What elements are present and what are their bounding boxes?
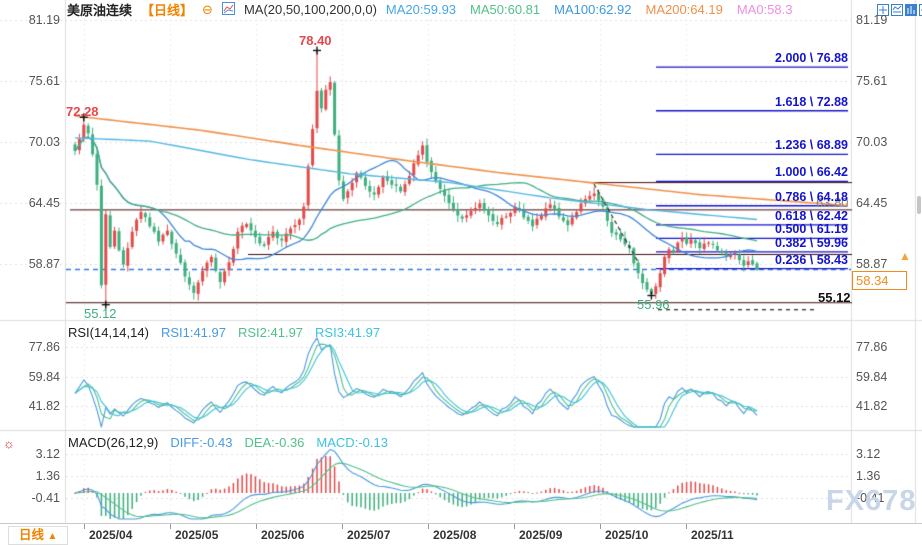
y-axis-label-left: 70.03 [28, 135, 60, 149]
period-tag: 【日线】 [141, 3, 194, 18]
rsi-header: RSI(14,14,14) RSI1:41.97 RSI2:41.97 RSI3:4… [68, 325, 380, 340]
price-up-arrow-icon: ▲ [899, 249, 911, 263]
fib-level-label: 2.000 \ 76.88 [775, 51, 848, 66]
y-axis-label-left: 77.86 [28, 340, 60, 354]
y-axis-label-left: 3.12 [35, 447, 60, 461]
last-price-badge: 58.34 [852, 271, 907, 290]
y-axis-label-left: 75.61 [28, 74, 60, 88]
y-axis-label-left: 59.84 [28, 370, 60, 384]
date-tick [170, 524, 171, 529]
indicator-readout: RSI1:41.97 [160, 325, 226, 340]
date-tick [686, 524, 687, 529]
date-label: 2025/10 [605, 528, 649, 542]
fib-level-label: 0.382 \ 59.96 [775, 235, 848, 250]
y-axis-label-right: 58.87 [856, 257, 888, 271]
y-axis-label-left: 81.19 [28, 13, 60, 27]
rsi-title: RSI(14,14,14) [68, 325, 149, 340]
period-arrow-icon: ▲ [47, 531, 58, 542]
support-price-label: 55.12 [818, 290, 851, 305]
y-axis-label-left: 64.45 [28, 196, 60, 210]
time-axis-bar: 日线 ▲ 2025/04 2025/05 2025/06 2025/07 2025/08… [0, 523, 922, 545]
y-axis-label-left: 1.36 [35, 469, 60, 483]
y-axis-label-right: 64.45 [856, 196, 888, 210]
y-axis-label-left: 41.82 [28, 399, 60, 413]
ma-readouts: MA20:59.93 MA50:60.81 MA100:62.92 MA200:64.… [386, 2, 793, 17]
date-label: 2025/11 [691, 528, 734, 542]
indicator-hot-icon[interactable]: ☼ [3, 436, 15, 451]
indicator-readout: DEA:-0.36 [244, 435, 305, 450]
y-axis-label-right: 1.36 [856, 469, 881, 483]
y-axis-label-right: 75.61 [856, 74, 888, 88]
y-axis-label-right: 59.84 [856, 370, 888, 384]
trendline-end-label: 63.80 [816, 195, 849, 210]
swing-high-label: 72.28 [66, 104, 99, 119]
indicator-readout: MACD:-0.13 [316, 435, 388, 450]
fib-level-label: 1.000 \ 66.42 [775, 165, 848, 180]
fib-level-label: 0.618 \ 62.42 [775, 208, 848, 223]
fib-level-label: 1.236 \ 68.89 [775, 138, 848, 153]
fib-level-label: 0.786 \ 64.18 [775, 189, 848, 204]
indicator-readout: RSI3:41.97 [315, 325, 381, 340]
date-tick [428, 524, 429, 529]
april-low-label: 55.12 [84, 306, 117, 321]
period-button[interactable]: 日线 ▲ [8, 526, 69, 545]
ma-readout: MA20:59.93 [385, 2, 457, 17]
fib-level-label: 0.236 \ 58.43 [775, 252, 848, 267]
right-scrollbar-thumb[interactable] [917, 196, 921, 214]
date-label: 2025/04 [89, 528, 133, 542]
oct-low-label: 55.96 [637, 297, 670, 312]
date-tick [84, 524, 85, 529]
y-axis-label-right: 81.19 [856, 13, 888, 27]
date-label: 2025/08 [433, 528, 477, 542]
panes-icon[interactable] [891, 3, 903, 16]
ma-readout: MA50:60.81 [470, 2, 541, 17]
ma-readout: MA100:62.92 [554, 2, 632, 17]
y-axis-label-right: 3.12 [856, 447, 881, 461]
macd-header: MACD(26,12,9) DIFF:-0.43 DEA:-0.36 MACD:-0… [68, 435, 388, 450]
ma-readout: MA0:58.3 [736, 2, 793, 17]
y-axis-label-left: 58.87 [28, 257, 60, 271]
date-label: 2025/06 [261, 528, 305, 542]
fx678-watermark: FX678 [826, 485, 917, 517]
fib-level-label: 1.618 \ 72.88 [775, 94, 848, 109]
macd-title: MACD(26,12,9) [68, 435, 159, 450]
peak-high-label: 78.40 [299, 33, 332, 48]
y-axis-label-left: -0.41 [31, 491, 61, 505]
date-label: 2025/05 [175, 528, 219, 542]
y-axis-label-right: -0.41 [856, 491, 885, 505]
fib-level-label: 0.500 \ 61.19 [775, 222, 848, 237]
y-axis-label-right: 70.03 [856, 135, 888, 149]
crosshair-icon[interactable] [877, 3, 889, 16]
chart-toolbar [877, 3, 922, 16]
symbol-title: 美原油连续 [67, 3, 133, 18]
date-label: 2025/09 [519, 528, 563, 542]
chart-header: 美原油连续 【日线】 ⊖ MA(20,50,100,200,0,0) MA20:… [67, 1, 793, 18]
bar-chart-icon-active[interactable] [905, 3, 917, 16]
date-tick [256, 524, 257, 529]
indicator-readout: DIFF:-0.43 [170, 435, 233, 450]
y-axis-label-right: 77.86 [856, 340, 888, 354]
y-axis-label-right: 41.82 [856, 399, 888, 413]
collapse-icon[interactable]: ⊖ [202, 1, 213, 17]
date-label: 2025/07 [347, 528, 391, 542]
ma-settings-label: MA(20,50,100,200,0,0) [243, 2, 377, 17]
date-tick [514, 524, 515, 529]
ma-readout: MA200:64.19 [645, 2, 723, 17]
date-tick [342, 524, 343, 529]
date-tick [600, 524, 601, 529]
exit-right-icon[interactable] [919, 3, 922, 16]
indicator-chart-icon[interactable] [221, 1, 235, 18]
indicator-readout: RSI2:41.97 [237, 325, 304, 340]
